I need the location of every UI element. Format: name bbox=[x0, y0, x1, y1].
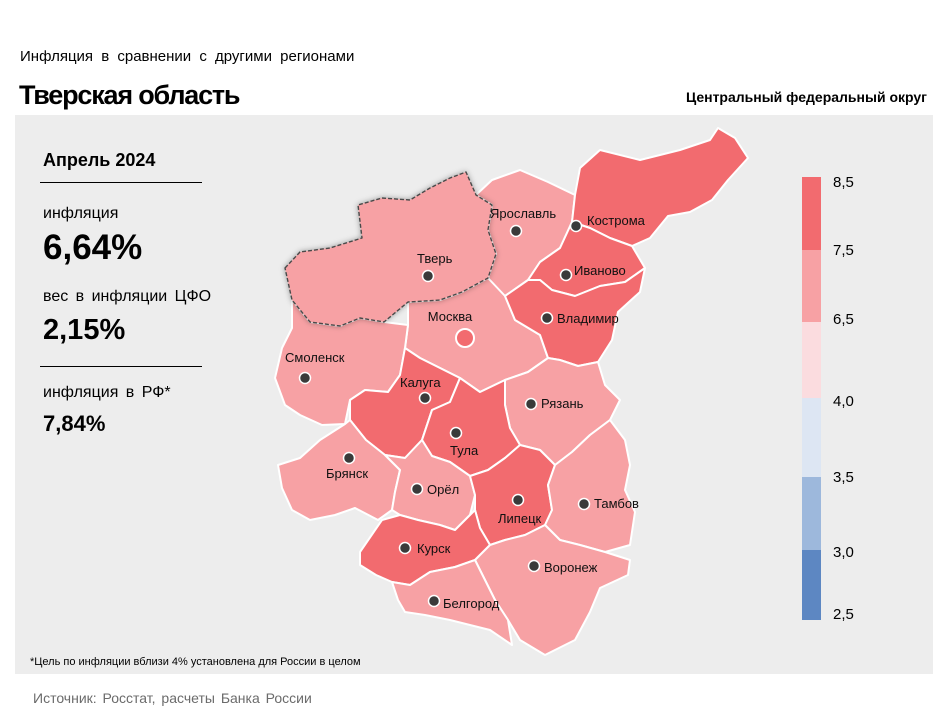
city-marker-14 bbox=[577, 497, 591, 511]
region-14 bbox=[544, 419, 636, 553]
divider-top bbox=[40, 182, 202, 183]
footnote: *Цель по инфляции вблизи 4% установлена … bbox=[30, 656, 361, 668]
inflation-value: 6,64% bbox=[43, 228, 143, 267]
city-label-17: Белгород bbox=[443, 596, 500, 611]
period-label: Апрель 2024 bbox=[43, 150, 156, 170]
city-label-11: Брянск bbox=[326, 466, 368, 481]
legend-swatch-4 bbox=[802, 398, 821, 477]
city-label-5: Москва bbox=[428, 309, 473, 324]
legend-tick-2: 7,5 bbox=[833, 242, 854, 259]
city-label-12: Орёл bbox=[427, 482, 459, 497]
city-marker-6 bbox=[540, 311, 554, 325]
city-marker-8 bbox=[418, 391, 432, 405]
region-17 bbox=[391, 559, 513, 646]
weight-label: вес в инфляции ЦФО bbox=[43, 288, 212, 305]
region-3 bbox=[571, 127, 749, 247]
city-marker-17 bbox=[427, 594, 441, 608]
page-subtitle: Инфляция в сравнении с другими регионами bbox=[20, 48, 355, 65]
city-marker-9 bbox=[524, 397, 538, 411]
legend-tick-6: 3,0 bbox=[833, 544, 854, 561]
city-label-15: Курск bbox=[417, 541, 451, 556]
rf-inflation-label: инфляция в РФ* bbox=[43, 384, 171, 401]
city-label-16: Воронеж bbox=[544, 560, 598, 575]
legend-tick-5: 3,5 bbox=[833, 469, 854, 486]
city-marker-13 bbox=[511, 493, 525, 507]
city-marker-4 bbox=[559, 268, 573, 282]
region-6 bbox=[504, 267, 646, 367]
city-marker-3 bbox=[569, 219, 583, 233]
region-1 bbox=[284, 171, 497, 327]
legend-tick-1: 8,5 bbox=[833, 174, 854, 191]
legend-swatch-1 bbox=[802, 177, 821, 250]
legend-swatch-5 bbox=[802, 477, 821, 550]
legend-swatch-6 bbox=[802, 550, 821, 620]
weight-value: 2,15% bbox=[43, 314, 126, 346]
city-label-2: Ярославль bbox=[490, 206, 556, 221]
city-marker-10 bbox=[449, 426, 463, 440]
city-label-7: Смоленск bbox=[285, 350, 345, 365]
region-title: Тверская область bbox=[19, 80, 241, 110]
source-note: Источник: Росстат, расчеты Банка России bbox=[33, 690, 312, 706]
city-marker-15 bbox=[398, 541, 412, 555]
city-label-4: Иваново bbox=[574, 263, 626, 278]
city-label-10: Тула bbox=[450, 443, 479, 458]
city-label-14: Тамбов bbox=[594, 496, 639, 511]
city-marker-2 bbox=[509, 224, 523, 238]
city-label-8: Калуга bbox=[400, 375, 441, 390]
city-marker-16 bbox=[527, 559, 541, 573]
inflation-label: инфляция bbox=[43, 205, 119, 222]
district-title: Центральный федеральный округ bbox=[685, 89, 927, 105]
legend-tick-4: 4,0 bbox=[833, 393, 854, 410]
city-label-9: Рязань bbox=[541, 396, 584, 411]
legend-swatch-3 bbox=[802, 322, 821, 398]
rf-inflation-value: 7,84% bbox=[43, 411, 106, 436]
region-15 bbox=[359, 509, 491, 586]
city-label-1: Тверь bbox=[417, 251, 453, 266]
legend-tick-3: 6,5 bbox=[833, 311, 854, 328]
city-marker-5 bbox=[455, 328, 475, 348]
city-label-3: Кострома bbox=[587, 213, 646, 228]
divider-bottom bbox=[40, 366, 202, 367]
legend-swatch-2 bbox=[802, 250, 821, 322]
legend-tick-7: 2,5 bbox=[833, 606, 854, 623]
city-marker-7 bbox=[298, 371, 312, 385]
city-marker-11 bbox=[342, 451, 356, 465]
city-label-13: Липецк bbox=[498, 511, 542, 526]
city-marker-12 bbox=[410, 482, 424, 496]
city-label-6: Владимир bbox=[557, 311, 619, 326]
city-marker-1 bbox=[421, 269, 435, 283]
